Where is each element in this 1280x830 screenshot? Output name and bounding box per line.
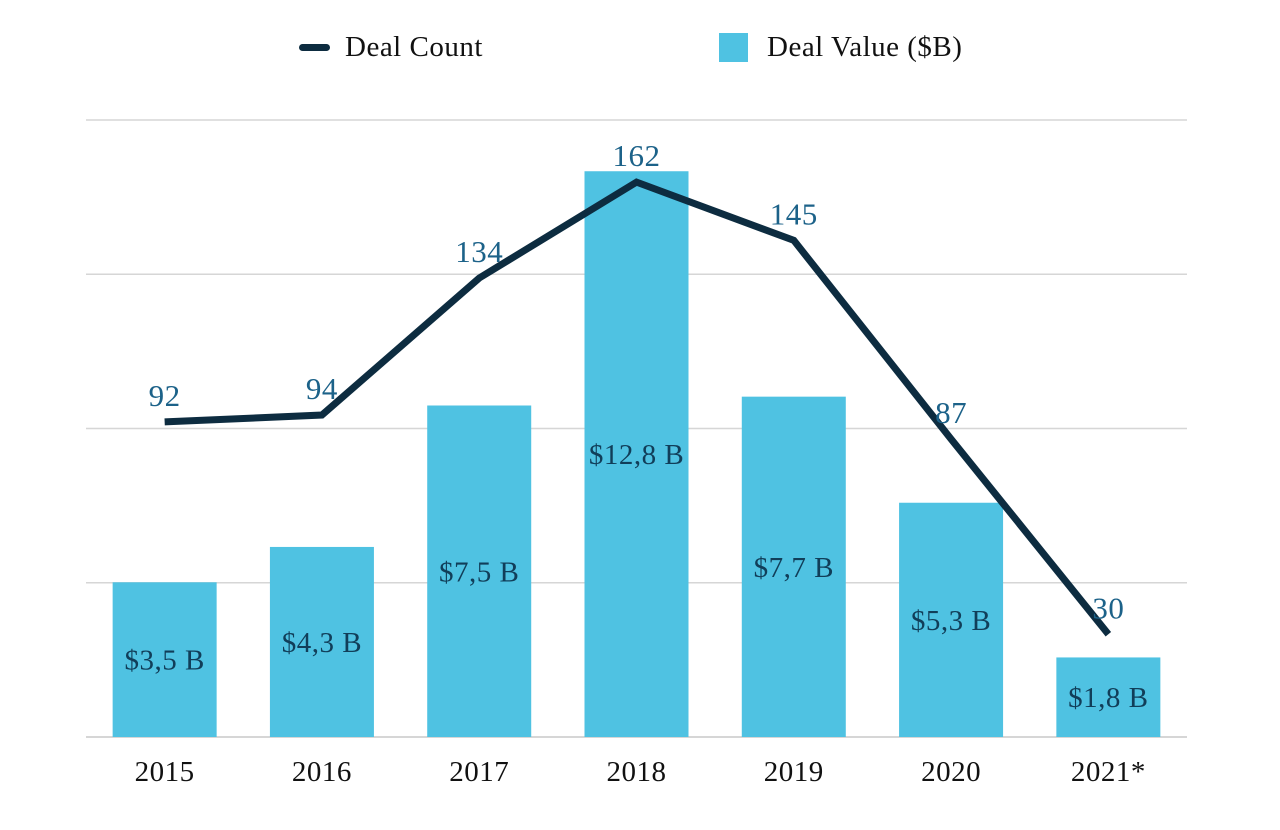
legend-label-deal-value: Deal Value ($B)	[767, 30, 963, 63]
bar-2015	[112, 582, 217, 737]
bar-value-label: $7,7 B	[754, 552, 834, 584]
count-label: 30	[1092, 590, 1124, 625]
x-axis-label-2021: 2021*	[1071, 756, 1146, 788]
bar-value-label: $7,5 B	[439, 556, 519, 588]
bar-2019	[741, 396, 846, 737]
bar-swatch-icon	[719, 32, 748, 62]
x-axis-label-2016: 2016	[292, 756, 352, 788]
count-label: 94	[306, 371, 338, 406]
bar-value-label: $1,8 B	[1068, 682, 1148, 714]
bar-value-label: $12,8 B	[589, 439, 684, 471]
bar-value-label: $3,5 B	[124, 645, 204, 677]
legend-label-deal-count: Deal Count	[345, 30, 483, 63]
legend-item-deal-count: Deal Count	[299, 30, 483, 64]
legend-item-deal-value: Deal Value ($B)	[719, 30, 962, 64]
x-axis-label-2020: 2020	[921, 756, 981, 788]
line-swatch-icon	[299, 43, 330, 51]
bar-2017	[427, 405, 532, 737]
deal-count-line	[164, 178, 1112, 637]
bar-2016	[269, 546, 374, 737]
bar-value-label: $4,3 B	[282, 627, 362, 659]
bar-value-label: $5,3 B	[911, 605, 991, 637]
chart-legend: Deal Count Deal Value ($B)	[0, 30, 1280, 64]
bar-2020	[899, 502, 1004, 737]
bar-2018	[584, 171, 689, 738]
count-label: 162	[613, 138, 661, 173]
x-axis-label-2019: 2019	[764, 756, 824, 788]
x-axis-label-2017: 2017	[449, 756, 509, 788]
count-label: 87	[935, 395, 967, 430]
bar-2021	[1056, 657, 1161, 737]
count-label: 134	[455, 234, 503, 269]
count-label: 92	[149, 378, 181, 413]
x-axis-label-2015: 2015	[135, 756, 195, 788]
x-axis-label-2018: 2018	[607, 756, 667, 788]
count-label: 145	[770, 196, 818, 231]
